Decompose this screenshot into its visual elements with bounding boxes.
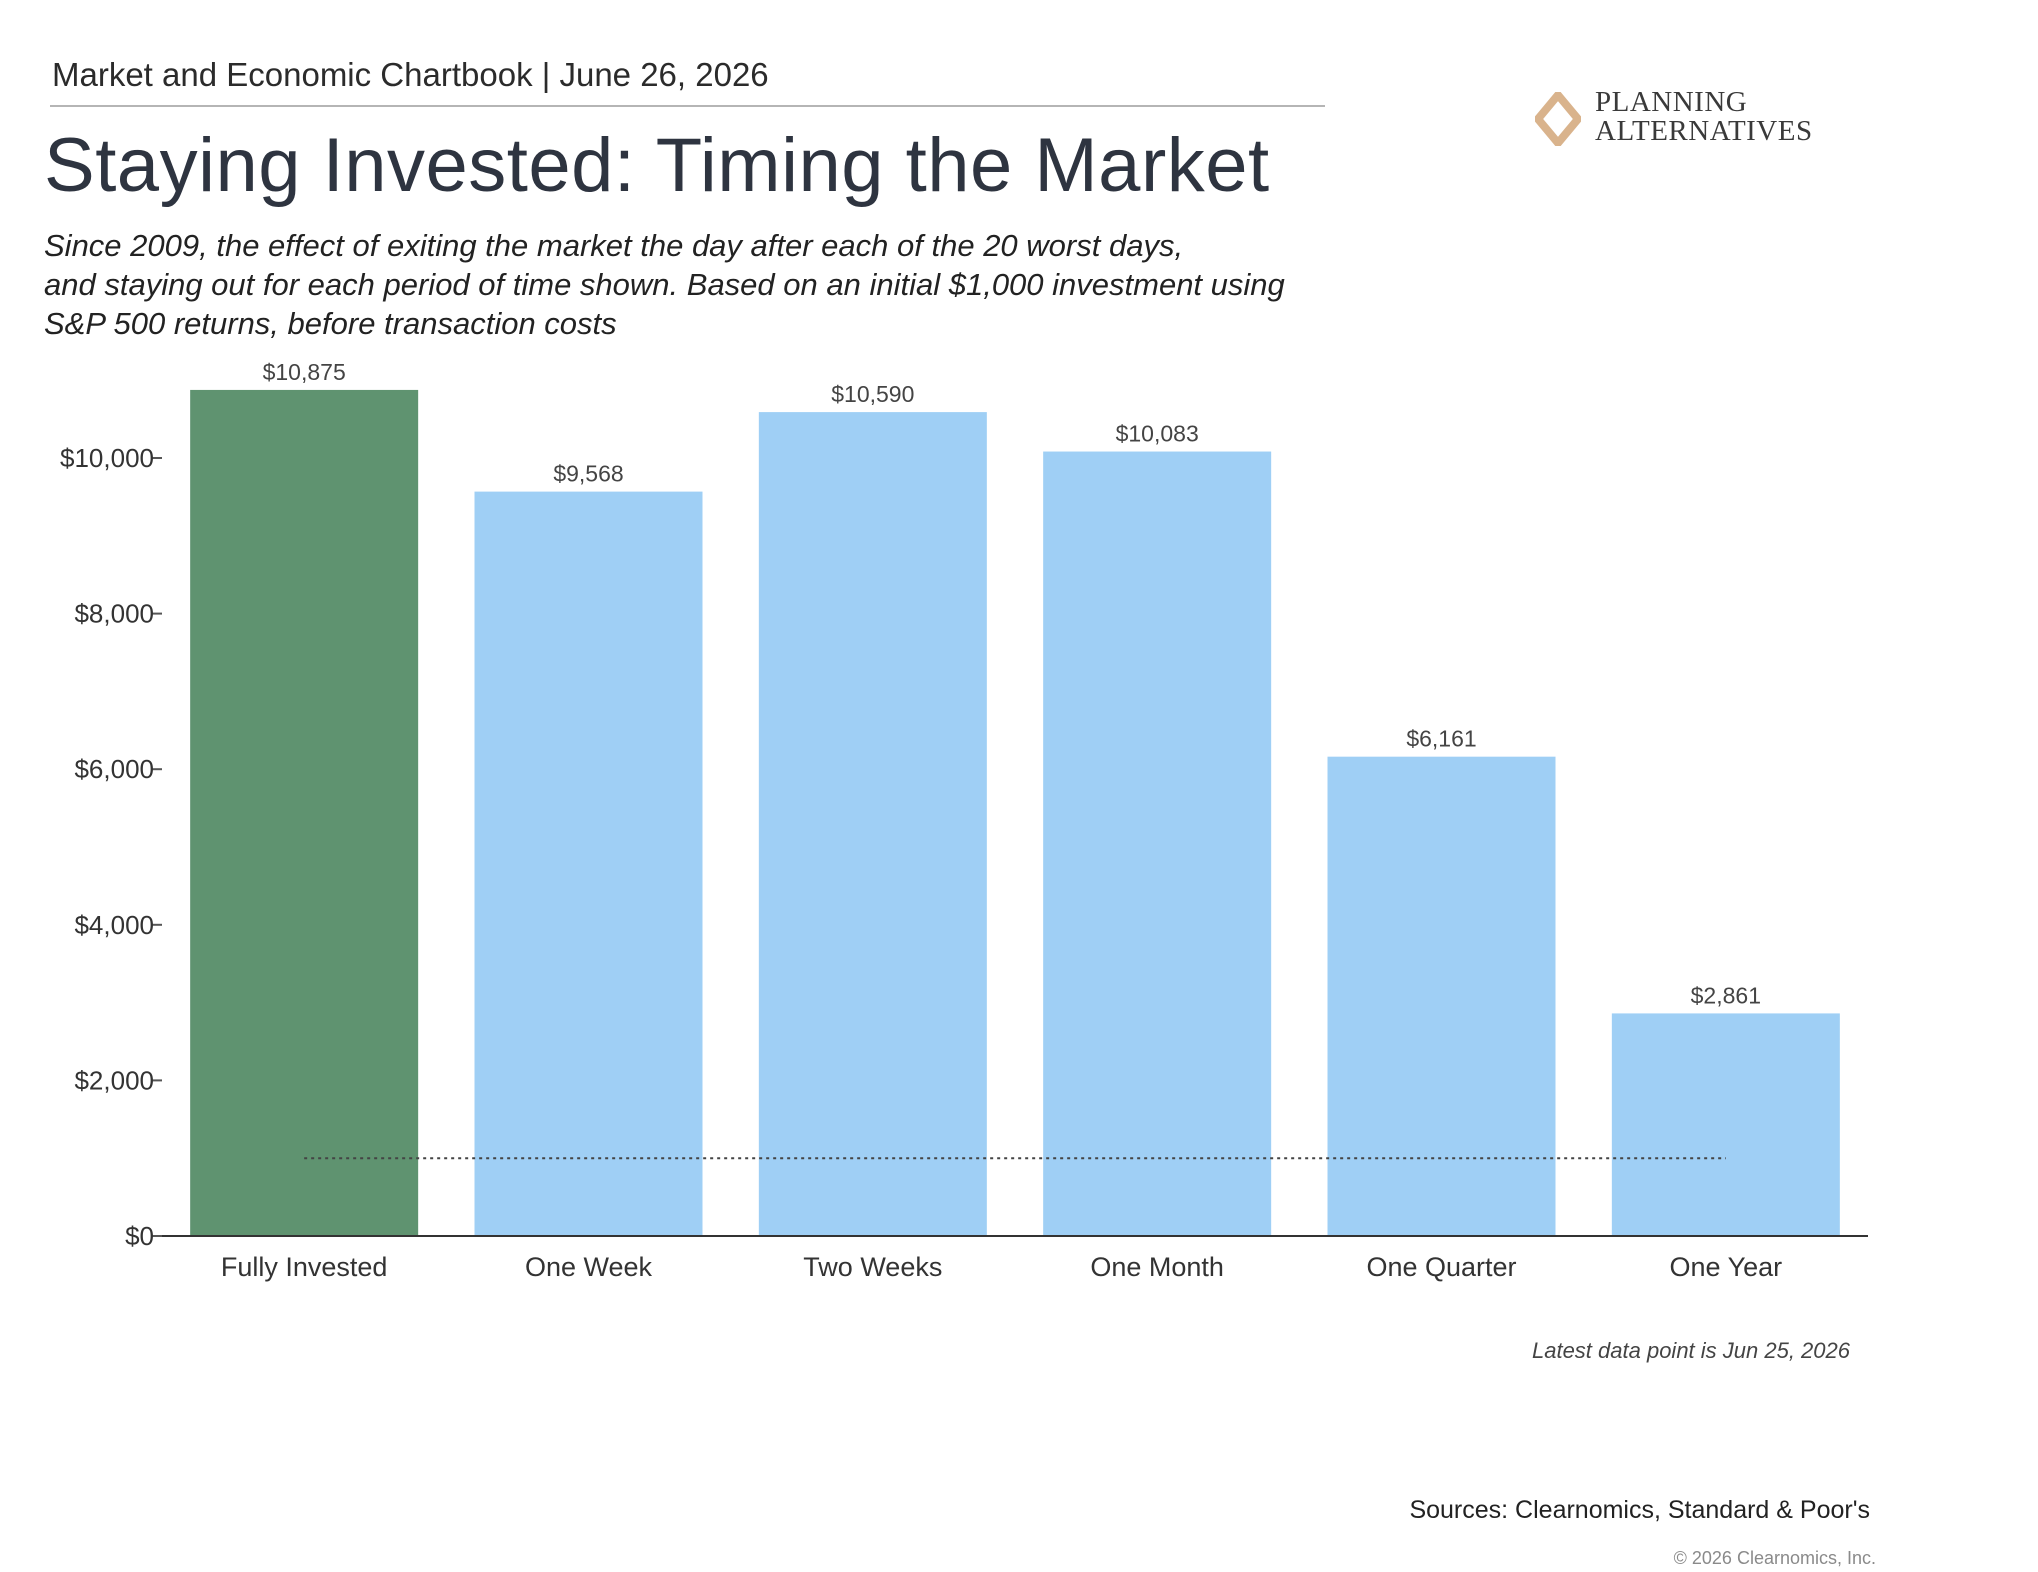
bar	[1611, 1013, 1840, 1236]
y-tick-label: $10,000	[60, 443, 154, 473]
header-divider	[50, 105, 1325, 107]
chart-title: Staying Invested: Timing the Market	[44, 123, 1270, 208]
company-logo: PLANNING ALTERNATIVES	[1535, 88, 1855, 158]
y-tick-label: $0	[125, 1221, 154, 1251]
sources-note: Sources: Clearnomics, Standard & Poor's	[1409, 1496, 1870, 1524]
bar-value-label: $10,083	[1116, 421, 1199, 447]
diamond-logo-icon	[1535, 92, 1581, 146]
x-category-label: Two Weeks	[803, 1252, 942, 1282]
y-tick-label: $8,000	[74, 599, 154, 629]
y-tick-label: $2,000	[74, 1065, 154, 1095]
bar	[474, 491, 703, 1236]
bar-value-label: $2,861	[1691, 982, 1761, 1008]
copyright-note: © 2026 Clearnomics, Inc.	[1673, 1548, 1876, 1568]
x-category-label: One Year	[1670, 1252, 1783, 1282]
bar	[1327, 756, 1556, 1236]
y-tick-label: $4,000	[74, 910, 154, 940]
logo-line-1: PLANNING	[1595, 86, 1748, 118]
x-category-label: One Week	[525, 1252, 653, 1282]
x-category-label: One Quarter	[1366, 1252, 1516, 1282]
bar-value-label: $10,875	[263, 359, 346, 385]
logo-line-2: ALTERNATIVES	[1595, 115, 1813, 147]
chart-subtitle: Since 2009, the effect of exiting the ma…	[44, 226, 1424, 343]
subtitle-line-2: and staying out for each period of time …	[44, 267, 1285, 302]
logo-wordmark: PLANNING ALTERNATIVES	[1595, 88, 1813, 146]
bar-value-label: $6,161	[1406, 726, 1476, 752]
bar	[190, 389, 419, 1236]
x-category-label: One Month	[1090, 1252, 1224, 1282]
bar-chart: $0 $2,000 $4,000 $6,000 $8,000 $10,000 $10,875…	[60, 359, 1868, 1282]
y-tick-label: $6,000	[74, 754, 154, 784]
subtitle-line-1: Since 2009, the effect of exiting the ma…	[44, 228, 1184, 263]
chartbook-header: Market and Economic Chartbook | June 26,…	[52, 56, 769, 93]
bar	[1043, 451, 1272, 1236]
x-category-label: Fully Invested	[221, 1252, 388, 1282]
subtitle-line-3: S&P 500 returns, before transaction cost…	[44, 306, 617, 341]
bar-value-label: $9,568	[553, 461, 623, 487]
bar-value-label: $10,590	[831, 381, 914, 407]
latest-data-note: Latest data point is Jun 25, 2026	[1531, 1338, 1850, 1363]
bar	[758, 412, 987, 1236]
